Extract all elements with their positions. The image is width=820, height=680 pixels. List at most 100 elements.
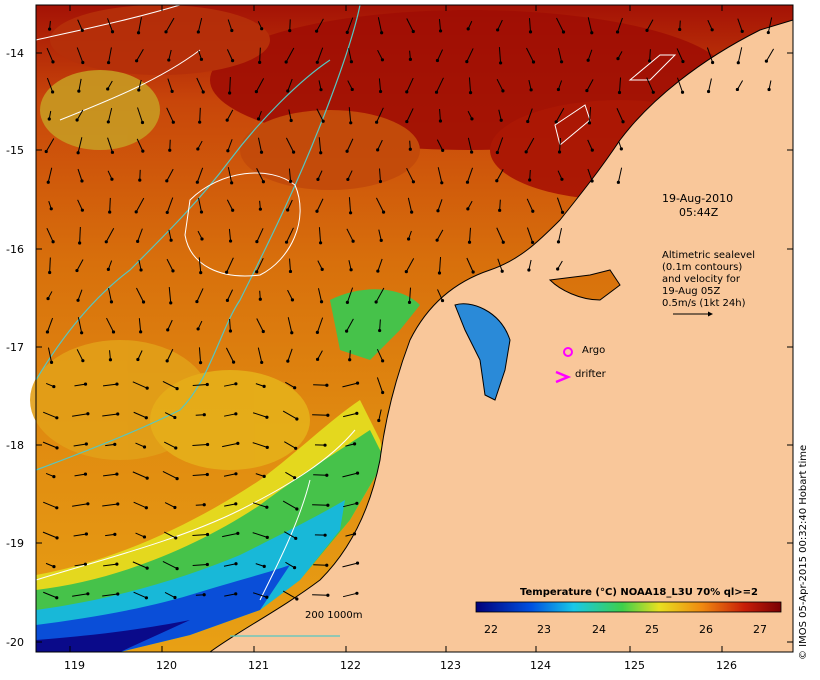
velocity-arrow — [43, 591, 57, 599]
velocity-arrow-head — [116, 412, 120, 416]
velocity-arrow-head — [198, 120, 202, 124]
velocity-arrow — [164, 412, 176, 418]
velocity-arrow — [436, 77, 444, 93]
velocity-arrow-head — [495, 150, 499, 155]
velocity-arrow-head — [173, 505, 177, 510]
velocity-arrow — [285, 381, 295, 389]
velocity-arrow-head — [290, 298, 295, 302]
velocity-arrow — [132, 381, 148, 389]
velocity-arrow-head — [471, 270, 475, 274]
velocity-arrow — [166, 107, 174, 123]
velocity-arrow-head — [51, 60, 55, 64]
velocity-arrow — [737, 18, 743, 32]
velocity-arrow — [282, 500, 298, 510]
velocity-arrow-head — [230, 28, 234, 33]
velocity-arrow — [342, 472, 358, 478]
velocity-arrow — [708, 78, 712, 92]
velocity-arrow — [192, 533, 208, 537]
velocity-arrow-head — [50, 90, 55, 94]
velocity-arrow — [259, 47, 261, 63]
velocity-arrow — [77, 168, 83, 182]
lon-label: 123 — [440, 659, 461, 672]
velocity-arrow-head — [228, 239, 233, 243]
velocity-arrow — [406, 77, 414, 93]
velocity-arrow — [222, 442, 238, 448]
velocity-arrow — [527, 108, 533, 122]
velocity-arrow — [312, 414, 328, 416]
velocity-arrow — [528, 80, 532, 90]
velocity-arrow — [496, 78, 504, 92]
velocity-arrow — [78, 78, 82, 92]
velocity-arrow — [224, 383, 236, 387]
velocity-arrow — [257, 137, 263, 153]
velocity-arrow-head — [467, 240, 472, 244]
velocity-arrow — [132, 561, 148, 569]
velocity-arrow — [289, 258, 291, 272]
velocity-arrow-head — [319, 151, 323, 155]
velocity-arrow-head — [351, 239, 355, 243]
velocity-arrow — [617, 17, 623, 33]
velocity-arrow-head — [196, 30, 200, 34]
velocity-arrow-head — [286, 89, 290, 93]
velocity-arrow — [72, 503, 88, 507]
lat-label: -20 — [6, 636, 24, 649]
velocity-arrow — [166, 168, 174, 182]
velocity-arrow — [168, 49, 172, 61]
velocity-arrow-head — [495, 179, 499, 183]
axes-frame — [35, 4, 794, 653]
velocity-arrow — [312, 504, 328, 506]
lat-label: -16 — [6, 243, 24, 256]
lat-label: -17 — [6, 341, 24, 354]
velocity-arrow-head — [325, 563, 329, 567]
velocity-arrow-head — [200, 237, 204, 241]
velocity-arrow-head — [49, 360, 54, 364]
colorbar-tick: 23 — [537, 623, 551, 636]
velocity-arrow — [72, 413, 88, 417]
time-label: 05:44Z — [679, 206, 719, 219]
velocity-arrow-head — [202, 593, 206, 597]
velocity-arrow — [676, 48, 684, 62]
velocity-arrow — [436, 229, 444, 241]
velocity-arrow-head — [441, 148, 445, 152]
velocity-arrow — [135, 197, 145, 213]
velocity-arrow — [252, 442, 268, 448]
velocity-arrow — [437, 289, 443, 301]
velocity-arrow-head — [169, 301, 173, 305]
velocity-arrow — [76, 349, 84, 361]
velocity-arrow — [557, 48, 563, 62]
velocity-arrow-head — [648, 59, 652, 63]
velocity-arrow-head — [76, 151, 80, 155]
velocity-arrow-head — [560, 177, 564, 181]
velocity-arrow — [498, 109, 502, 121]
velocity-arrow-head — [284, 60, 288, 64]
velocity-arrow-head — [681, 59, 685, 64]
velocity-arrow — [229, 318, 231, 332]
velocity-arrow — [133, 411, 147, 419]
velocity-arrow-head — [556, 87, 561, 92]
velocity-arrow — [256, 228, 264, 242]
velocity-arrow — [346, 287, 354, 303]
velocity-arrow — [287, 317, 293, 333]
velocity-arrow — [164, 592, 176, 598]
velocity-arrow — [227, 167, 233, 183]
velocity-arrow-head — [315, 330, 319, 334]
velocity-arrow — [288, 168, 292, 182]
velocity-arrow-head — [381, 359, 385, 363]
velocity-arrow-head — [106, 60, 111, 65]
date-label: 19-Aug-2010 — [662, 192, 734, 205]
altimetry-line: (0.1m contours) — [662, 262, 743, 273]
velocity-arrow-head — [288, 269, 293, 274]
velocity-arrow-head — [501, 89, 505, 93]
velocity-arrow-head — [265, 535, 269, 539]
velocity-arrow-head — [48, 270, 52, 275]
velocity-arrow — [224, 413, 236, 417]
velocity-arrow-head — [615, 30, 620, 34]
sealevel-contours — [35, 4, 677, 601]
velocity-arrow — [406, 108, 414, 122]
velocity-arrow — [586, 79, 594, 91]
velocity-arrow — [587, 139, 593, 151]
velocity-arrow-head — [136, 357, 140, 362]
velocity-arrow-head — [225, 118, 229, 122]
velocity-arrow-head — [319, 300, 324, 304]
